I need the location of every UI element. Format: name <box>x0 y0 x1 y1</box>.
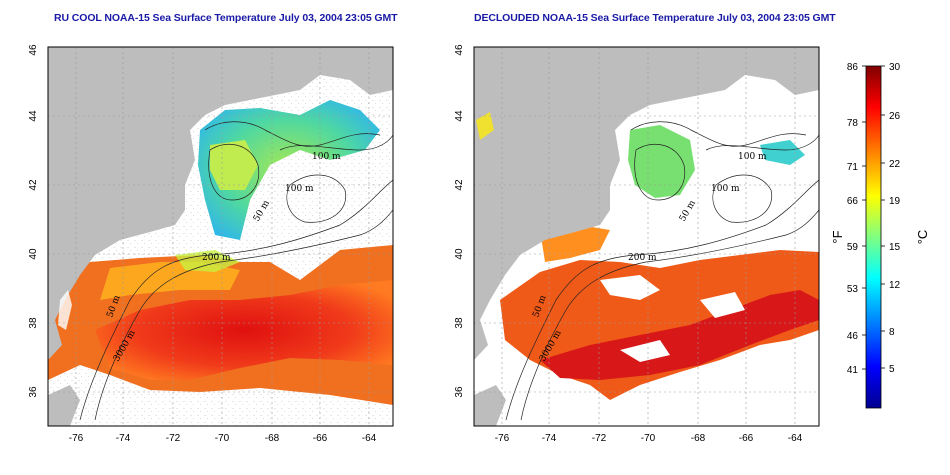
temperature-colorbar: 86 78 71 66 59 53 46 41 30 26 22 19 15 1… <box>830 62 930 409</box>
bathymetry-contours <box>79 121 393 421</box>
gulf-of-maine-cool-water <box>628 125 695 198</box>
lon-tick: -70 <box>215 433 230 444</box>
south-land <box>474 385 506 426</box>
lat-tick: 46 <box>454 44 465 56</box>
cool-patch <box>760 140 805 165</box>
fahrenheit-tick: 86 <box>847 62 859 73</box>
lon-tick: -74 <box>116 433 131 444</box>
gulf-stream-core <box>95 280 393 380</box>
lat-tick: 44 <box>454 110 465 122</box>
celsius-tick: 19 <box>889 196 901 207</box>
lat-tick: 40 <box>28 248 39 260</box>
cloud-gaps <box>600 275 745 362</box>
contour-label-100m: 100 m <box>312 152 341 162</box>
lat-tick: 42 <box>28 179 39 191</box>
left-lon-axis: -76 -74 -72 -70 -68 -66 -64 <box>69 433 377 444</box>
right-lon-axis: -76 -74 -72 -70 -68 -66 -64 <box>495 433 803 444</box>
left-sst-map: 100 m 100 m 50 m 200 m 50 m 3000 m <box>48 47 393 426</box>
fahrenheit-tick: 53 <box>847 284 859 295</box>
celsius-tick: 30 <box>889 62 901 73</box>
fahrenheit-tick: 71 <box>847 162 859 173</box>
celsius-tick: 12 <box>889 280 901 291</box>
left-lat-axis: 36 38 40 42 44 46 <box>28 44 39 398</box>
celsius-tick: 26 <box>889 111 901 122</box>
green-band <box>175 250 240 272</box>
lat-tick: 42 <box>454 179 465 191</box>
lon-tick: -68 <box>265 433 280 444</box>
south-land <box>48 385 80 426</box>
colorbar-gradient <box>865 65 882 409</box>
land-mass <box>48 47 393 360</box>
lon-tick: -76 <box>495 433 510 444</box>
celsius-tick: 22 <box>889 159 901 170</box>
yellow-coastal-patch <box>476 112 494 140</box>
lat-tick: 38 <box>28 317 39 329</box>
gulf-of-maine-cool-water <box>198 100 380 240</box>
contour-label-200m: 200 m <box>202 253 231 263</box>
celsius-tick: 15 <box>889 242 901 253</box>
lon-tick: -64 <box>362 433 377 444</box>
land-mass <box>474 47 819 360</box>
fahrenheit-tick: 41 <box>847 365 859 376</box>
right-sst-map: 100 m 100 m 50 m 200 m 50 m 3000 m <box>474 47 819 426</box>
lon-tick: -68 <box>691 433 706 444</box>
celsius-tick: 8 <box>889 327 895 338</box>
lat-tick: 36 <box>454 386 465 398</box>
lon-tick: -72 <box>166 433 181 444</box>
lon-tick: -74 <box>542 433 557 444</box>
contour-label-200m: 200 m <box>628 253 657 263</box>
celsius-label: °C <box>915 230 930 245</box>
celsius-tick: 5 <box>889 364 895 375</box>
lon-tick: -72 <box>592 433 607 444</box>
lon-tick: -66 <box>739 433 754 444</box>
lat-tick: 46 <box>28 44 39 56</box>
gulf-stream-core <box>540 290 819 380</box>
contour-label-100m: 100 m <box>738 152 767 162</box>
lon-tick: -64 <box>788 433 803 444</box>
chesapeake <box>58 290 72 330</box>
lon-tick: -70 <box>641 433 656 444</box>
fahrenheit-tick: 59 <box>847 242 859 253</box>
lon-tick: -76 <box>69 433 84 444</box>
slope-water <box>100 262 240 300</box>
map-gridlines <box>474 47 819 426</box>
contour-label-100m-2: 100 m <box>711 184 740 194</box>
lat-tick: 38 <box>454 317 465 329</box>
lon-tick: -66 <box>313 433 328 444</box>
fahrenheit-tick: 46 <box>847 331 859 342</box>
fahrenheit-tick: 78 <box>847 118 859 129</box>
map-gridlines <box>48 47 393 426</box>
left-map-title: RU COOL NOAA-15 Sea Surface Temperature … <box>54 12 398 24</box>
fahrenheit-tick: 66 <box>847 196 859 207</box>
right-lat-axis: 36 38 40 42 44 46 <box>454 44 465 398</box>
bathymetry-contours <box>505 121 819 421</box>
left-map-frame <box>47 46 394 427</box>
lat-tick: 40 <box>454 248 465 260</box>
lat-tick: 36 <box>28 386 39 398</box>
contour-label-100m-2: 100 m <box>285 184 314 194</box>
fahrenheit-label: °F <box>830 230 845 243</box>
lat-tick: 44 <box>28 110 39 122</box>
right-map-title: DECLOUDED NOAA-15 Sea Surface Temperatur… <box>474 12 836 24</box>
right-map-frame <box>473 46 820 427</box>
